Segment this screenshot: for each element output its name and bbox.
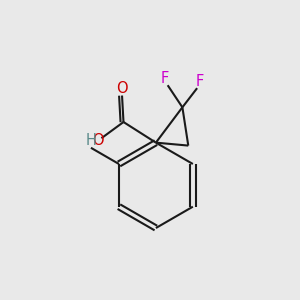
Text: O: O xyxy=(116,81,128,96)
Text: F: F xyxy=(196,74,204,89)
Text: O: O xyxy=(92,133,103,148)
Text: H: H xyxy=(86,133,97,148)
Text: F: F xyxy=(160,71,169,86)
